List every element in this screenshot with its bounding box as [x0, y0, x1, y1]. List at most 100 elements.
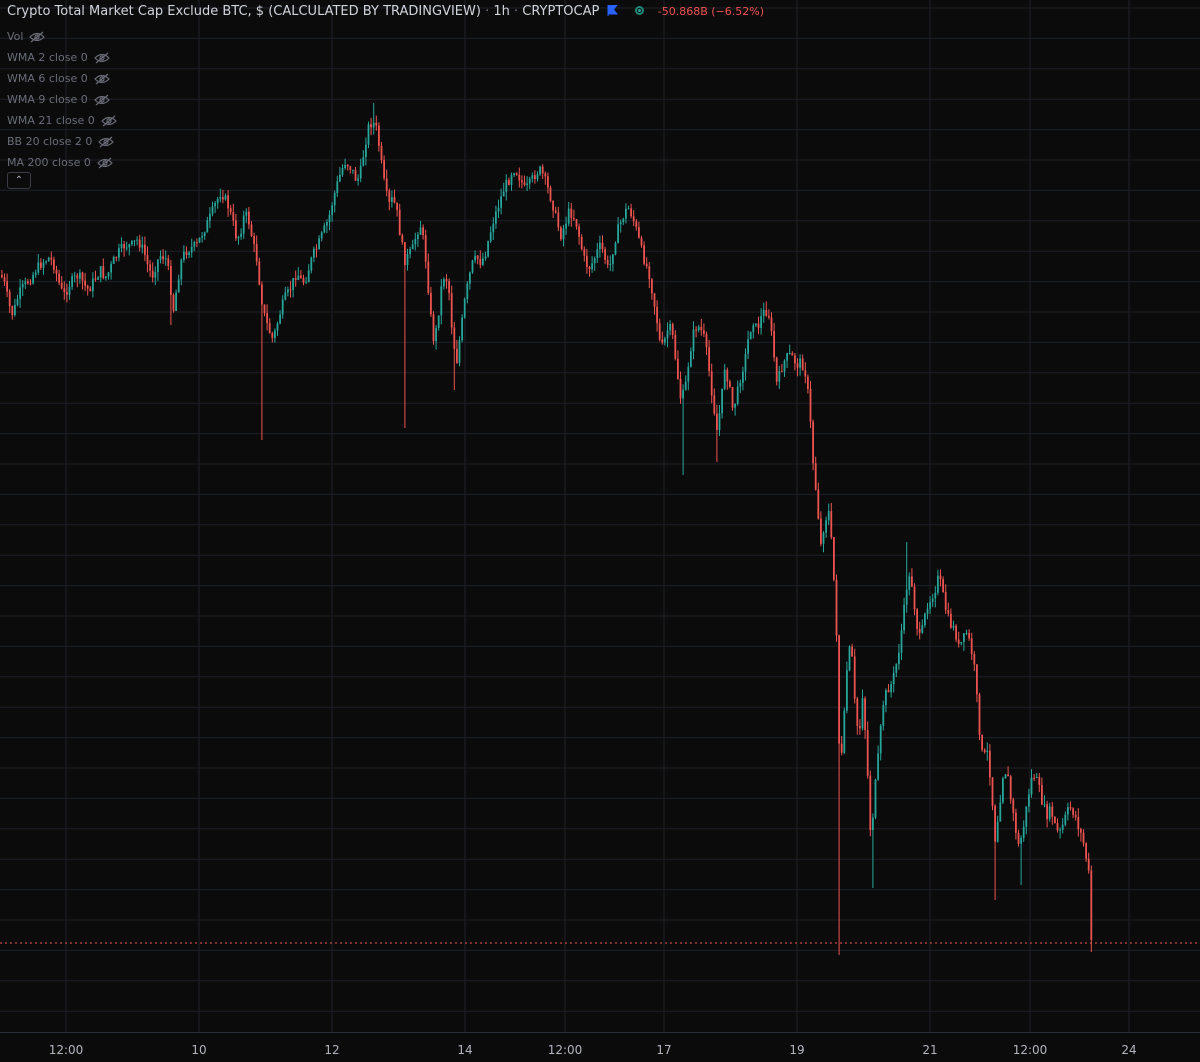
indicator-label: WMA 9 close 0 [7, 93, 88, 106]
candle-body [848, 646, 851, 671]
candle-body [40, 262, 42, 268]
hidden-eye-icon[interactable] [96, 157, 113, 169]
candle-body [487, 241, 489, 257]
indicator-vol[interactable]: Vol [7, 26, 117, 47]
indicator-wma-9[interactable]: WMA 9 close 0 [7, 89, 117, 110]
x-tick-label: 12:00 [1013, 1043, 1048, 1057]
hidden-eye-icon[interactable] [98, 136, 115, 148]
candle-body [955, 625, 957, 640]
candle-body [640, 237, 643, 246]
candle-body [344, 165, 346, 168]
candle-body [385, 178, 388, 191]
candle-body [710, 371, 713, 396]
candle-body [705, 333, 708, 348]
candle-body [315, 248, 318, 250]
candle-body [367, 124, 370, 145]
candle-body [783, 360, 786, 372]
candle-body [248, 211, 250, 225]
candle-body [123, 244, 125, 249]
candle-body [723, 369, 726, 389]
candle-body [183, 251, 185, 260]
hidden-eye-icon[interactable] [29, 31, 46, 43]
candle-body [318, 238, 320, 249]
candle-body [216, 198, 219, 204]
indicator-wma-2[interactable]: WMA 2 close 0 [7, 47, 117, 68]
indicator-bb-20[interactable]: BB 20 close 2 0 [7, 131, 117, 152]
hidden-eye-icon[interactable] [93, 94, 110, 106]
candle-body [825, 520, 827, 533]
candle-body [294, 278, 297, 280]
candle-body [690, 351, 692, 367]
hidden-eye-icon[interactable] [93, 73, 110, 85]
candle-body [253, 236, 255, 244]
candle-body [112, 257, 115, 264]
candle-body [162, 256, 164, 260]
candle-body [203, 232, 206, 237]
candle-body [669, 324, 671, 331]
candle-body [32, 274, 34, 284]
candle-body [50, 257, 53, 260]
candle-body [838, 635, 840, 744]
time-axis: 12:00 10 12 14 12:00 17 19 21 12:00 24 [49, 1043, 1137, 1057]
candle-body [349, 166, 352, 170]
candle-body [830, 511, 833, 538]
candle-body [362, 157, 365, 166]
candle-body [201, 236, 203, 238]
candle-body [151, 270, 154, 278]
chart-interval[interactable]: 1h [493, 4, 510, 19]
candle-body [1082, 832, 1085, 844]
candle-body [731, 387, 734, 408]
candle-body [175, 292, 177, 311]
candle-body [378, 125, 380, 146]
candle-body [861, 698, 864, 729]
indicator-wma-21[interactable]: WMA 21 close 0 [7, 110, 117, 131]
candle-body [482, 258, 484, 265]
candle-body [809, 388, 812, 422]
candle-body [645, 263, 648, 267]
candle-body [903, 604, 905, 631]
hidden-eye-icon[interactable] [100, 115, 117, 127]
candle-body [245, 211, 248, 216]
candle-body [466, 283, 469, 299]
candle-body [970, 638, 973, 655]
candle-body [235, 220, 237, 239]
candle-body [653, 293, 656, 307]
candle-body [266, 313, 268, 323]
candle-bodies [1, 122, 1093, 940]
indicator-label: WMA 2 close 0 [7, 51, 88, 64]
candle-body [37, 262, 40, 273]
candle-body [391, 197, 393, 202]
candle-body [697, 326, 700, 331]
collapse-indicators-button[interactable]: ⌃ [7, 172, 31, 189]
candle-body [331, 205, 333, 215]
candle-body [380, 145, 383, 161]
candle-body [352, 169, 354, 171]
candle-body [799, 358, 801, 368]
candle-body [515, 173, 518, 175]
candle-body [739, 382, 742, 387]
candle-body [687, 366, 690, 382]
indicator-wma-6[interactable]: WMA 6 close 0 [7, 68, 117, 89]
chart-title[interactable]: Crypto Total Market Cap Exclude BTC, $ (… [7, 4, 481, 19]
flag-icon[interactable] [607, 5, 619, 16]
market-status-icon[interactable] [634, 6, 644, 15]
candle-body [276, 323, 279, 331]
candle-body [58, 273, 60, 283]
candle-body [916, 609, 918, 629]
chart-exchange[interactable]: CRYPTOCAP [522, 4, 600, 19]
candle-body [625, 208, 627, 219]
indicator-ma-200[interactable]: MA 200 close 0 [7, 152, 117, 173]
candle-body [963, 633, 965, 643]
candle-body [752, 325, 755, 332]
candle-body [937, 575, 939, 593]
candle-body [1028, 794, 1030, 807]
candle-body [505, 179, 508, 192]
candle-body [292, 278, 294, 290]
hidden-eye-icon[interactable] [93, 52, 110, 64]
candle-body [606, 259, 609, 265]
candle-body [404, 242, 406, 265]
indicator-label: Vol [7, 30, 24, 43]
candle-body [671, 324, 674, 335]
candle-body [107, 272, 110, 277]
